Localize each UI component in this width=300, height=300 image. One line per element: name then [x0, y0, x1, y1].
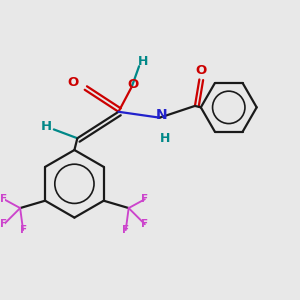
Text: H: H [138, 55, 149, 68]
Text: F: F [0, 219, 8, 229]
Text: F: F [0, 194, 8, 204]
Text: O: O [67, 76, 79, 89]
Text: F: F [141, 219, 148, 229]
Text: H: H [160, 132, 171, 145]
Text: O: O [195, 64, 206, 77]
Text: N: N [155, 108, 167, 122]
Text: H: H [41, 120, 52, 133]
Text: F: F [122, 225, 129, 235]
Text: F: F [20, 225, 27, 235]
Text: F: F [141, 194, 148, 204]
Text: O: O [128, 78, 139, 91]
